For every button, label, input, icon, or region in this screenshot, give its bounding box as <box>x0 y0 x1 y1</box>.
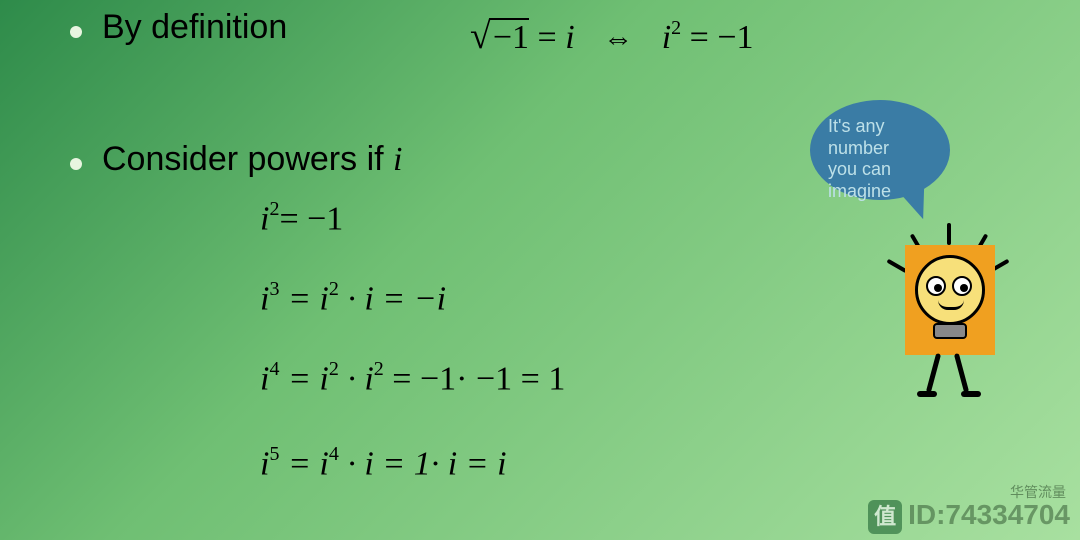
bulb-base <box>933 323 967 339</box>
bubble-line: imagine <box>828 181 932 203</box>
exponent: 2 <box>671 17 681 39</box>
rhs: = −1 <box>279 200 343 237</box>
bullet-dot <box>70 158 82 170</box>
var-i: i <box>393 141 402 178</box>
bubble-line: you can <box>828 159 932 181</box>
bubble-line: number <box>828 138 932 160</box>
formula-definition: √−1 = i ⇔ i2 = −1 <box>470 14 754 58</box>
equals-text: = <box>690 19 718 56</box>
foot-icon <box>961 391 981 397</box>
var-i: i <box>565 19 574 56</box>
exponent: 2 <box>329 358 339 380</box>
sqrt-expression: √−1 <box>470 14 529 58</box>
bullet-row-definition: By definition <box>70 8 287 47</box>
mid: = i <box>279 280 328 317</box>
rhs-value: −1 <box>717 19 753 56</box>
bullet-dot <box>70 26 82 38</box>
rhs: · i = 1· i = i <box>339 445 507 482</box>
radical-symbol: √ <box>470 15 491 57</box>
mid: = i <box>279 360 328 397</box>
exponent: 2 <box>269 198 279 220</box>
formula-i-fifth: i5 = i4 · i = 1· i = i <box>260 445 507 483</box>
rhs: · i = −i <box>339 280 446 317</box>
equals-text: = <box>538 19 566 56</box>
radical-bar <box>490 18 529 20</box>
formula-i-fourth: i4 = i2 · i2 = −1· −1 = 1 <box>260 360 565 398</box>
bullet-row-powers: Consider powers if i <box>70 140 402 179</box>
bubble-line: It's any <box>828 116 932 138</box>
radicand: −1 <box>491 19 529 56</box>
ray-icon <box>947 223 951 245</box>
bulb-head <box>915 255 985 325</box>
mouth-icon <box>938 300 964 310</box>
exponent: 2 <box>329 278 339 300</box>
eye-icon <box>926 276 946 296</box>
bullet-prefix: Consider powers if <box>102 140 393 178</box>
exponent: 4 <box>269 358 279 380</box>
mid: = i <box>279 445 328 482</box>
bullet-text-powers: Consider powers if i <box>102 140 402 179</box>
exponent: 4 <box>329 443 339 465</box>
speech-bubble: It's any number you can imagine <box>810 100 950 200</box>
foot-icon <box>917 391 937 397</box>
formula-i-cubed: i3 = i2 · i = −i <box>260 280 446 318</box>
watermark-id: ID:74334704 <box>908 499 1070 530</box>
eye-icon <box>952 276 972 296</box>
watermark: 值ID:74334704 <box>868 499 1070 534</box>
rhs: = −1· −1 = 1 <box>384 360 566 397</box>
bullet-text-definition: By definition <box>102 8 287 47</box>
mid: · i <box>339 360 374 397</box>
var-i: i <box>662 19 671 56</box>
exponent: 5 <box>269 443 279 465</box>
exponent: 3 <box>269 278 279 300</box>
watermark-badge: 值 <box>868 500 902 534</box>
iff-arrow: ⇔ <box>603 22 633 55</box>
leg-icon <box>954 353 969 393</box>
formula-i-squared: i2= −1 <box>260 200 343 238</box>
exponent: 2 <box>374 358 384 380</box>
lightbulb-character <box>885 225 1025 405</box>
leg-icon <box>926 353 941 393</box>
